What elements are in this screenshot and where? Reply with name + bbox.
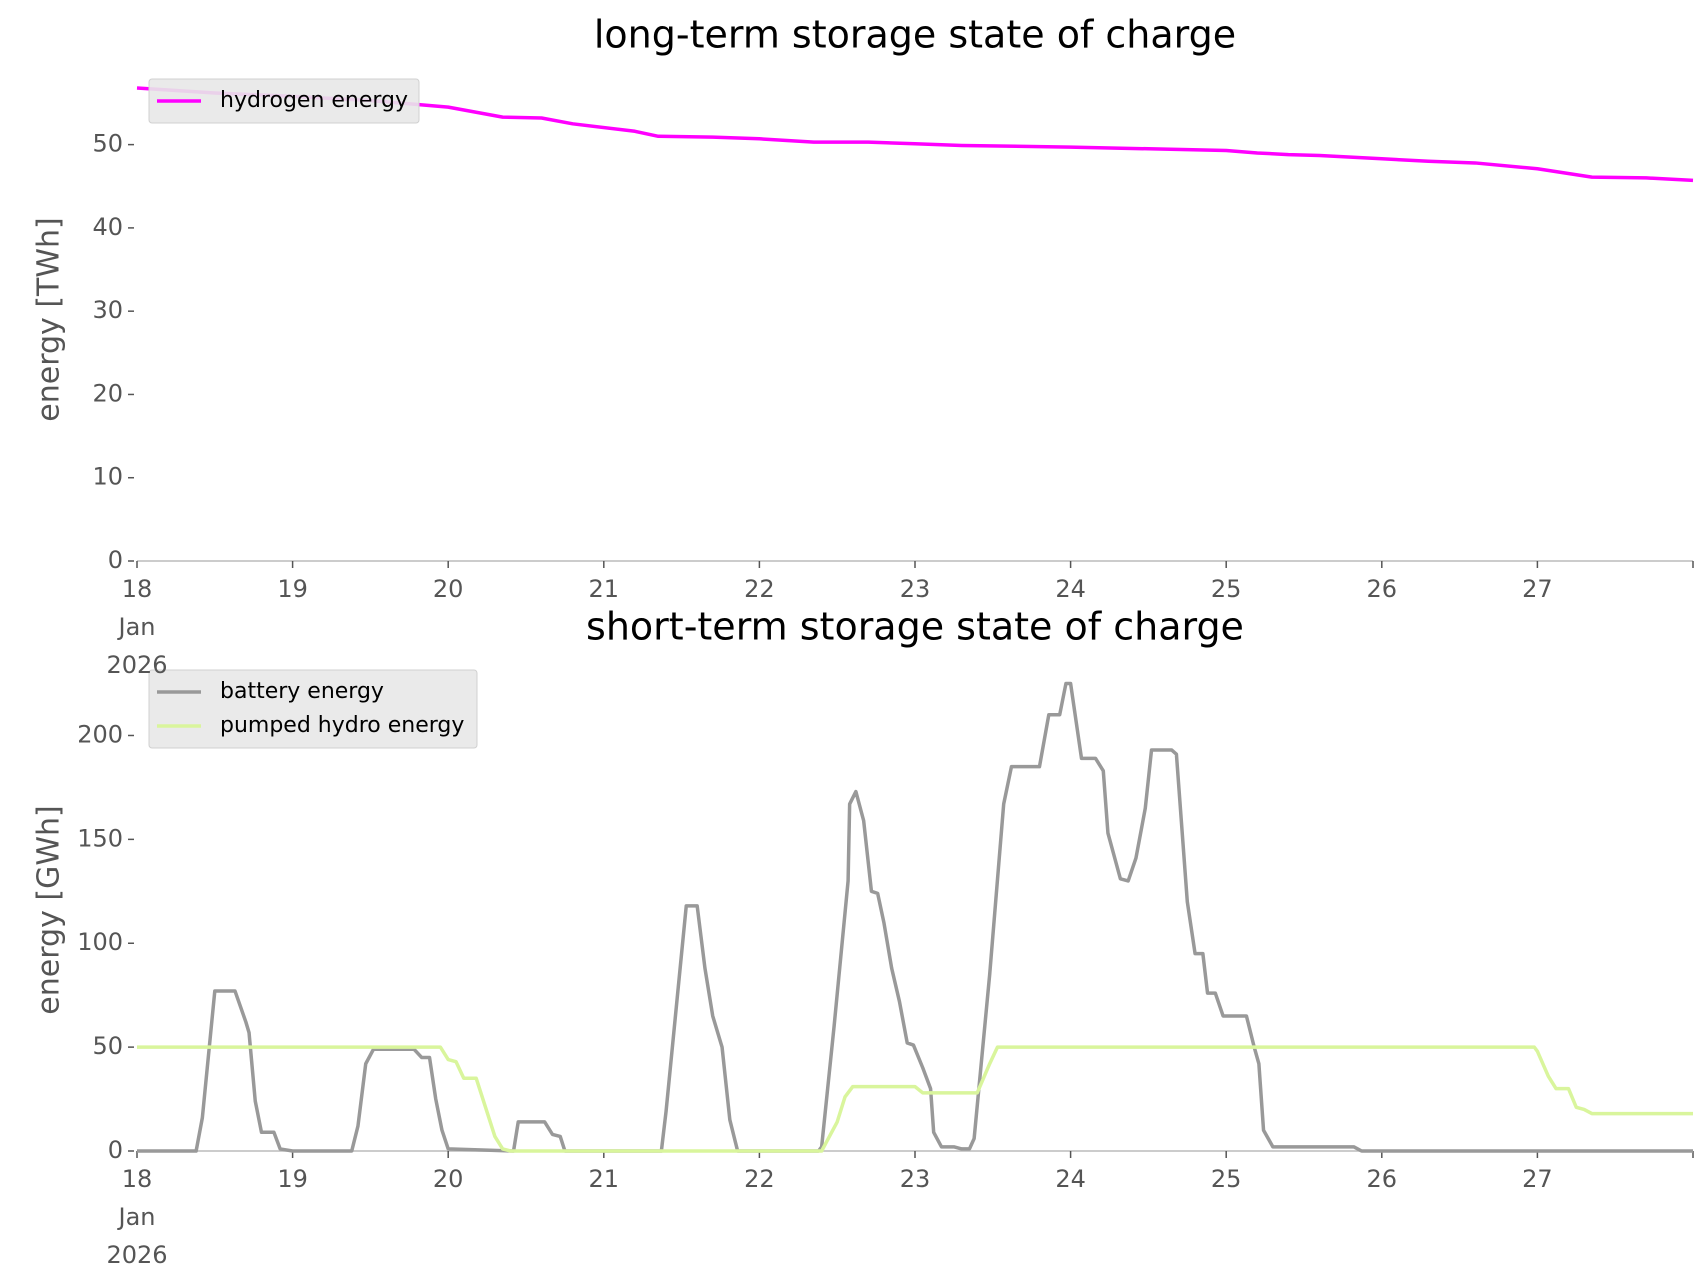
x-tick-label: 26 bbox=[1366, 1165, 1398, 1193]
series-line bbox=[137, 681, 1693, 1153]
y-tick-label: 200 bbox=[77, 720, 123, 748]
x-tick-label: 21 bbox=[588, 575, 620, 603]
y-tick-label: 50 bbox=[92, 1032, 123, 1060]
y-tick-label: 0 bbox=[108, 546, 123, 574]
y-axis-label: energy [GWh] bbox=[32, 805, 67, 1014]
x-tick-label: 19 bbox=[277, 575, 308, 603]
legend-box bbox=[148, 669, 478, 749]
x-tick-label: 23 bbox=[899, 1165, 931, 1193]
x-tick-label: 25 bbox=[1210, 1165, 1242, 1193]
x-tick-label: 26 bbox=[1366, 575, 1398, 603]
chart-title: long-term storage state of charge bbox=[594, 13, 1236, 57]
y-tick-label: 30 bbox=[92, 296, 123, 324]
x-tick-label: 18 Jan 2026 bbox=[106, 1165, 168, 1269]
legend-box bbox=[148, 78, 420, 124]
x-tick-label: 24 bbox=[1055, 575, 1086, 603]
x-tick-label: 22 bbox=[744, 575, 775, 603]
x-tick-label: 20 bbox=[432, 1165, 464, 1193]
legend-label: hydrogen energy bbox=[220, 88, 408, 113]
x-tick-label: 18 Jan 2026 bbox=[106, 575, 168, 679]
y-axis-label: energy [TWh] bbox=[32, 217, 67, 421]
y-tick-label: 150 bbox=[77, 824, 123, 852]
chart-title: short-term storage state of charge bbox=[586, 605, 1244, 649]
x-tick-label: 23 bbox=[899, 575, 931, 603]
y-tick-label: 20 bbox=[92, 379, 123, 407]
x-tick-label: 24 bbox=[1055, 1165, 1086, 1193]
x-tick-label: 27 bbox=[1522, 1165, 1553, 1193]
series-line bbox=[137, 1045, 1693, 1153]
x-tick-label: 21 bbox=[588, 1165, 620, 1193]
y-tick-label: 50 bbox=[92, 130, 123, 158]
x-tick-label: 20 bbox=[432, 575, 464, 603]
x-tick-label: 27 bbox=[1522, 575, 1553, 603]
x-tick-label: 25 bbox=[1210, 575, 1242, 603]
y-tick-label: 40 bbox=[92, 213, 123, 241]
x-tick-label: 19 bbox=[277, 1165, 308, 1193]
legend-label: pumped hydro energy bbox=[220, 713, 464, 738]
y-tick-label: 10 bbox=[92, 463, 123, 491]
x-tick-label: 22 bbox=[744, 1165, 775, 1193]
y-tick-label: 0 bbox=[108, 1136, 123, 1164]
legend-label: battery energy bbox=[220, 679, 384, 704]
series-line bbox=[136, 86, 1694, 183]
y-tick-label: 100 bbox=[77, 928, 123, 956]
